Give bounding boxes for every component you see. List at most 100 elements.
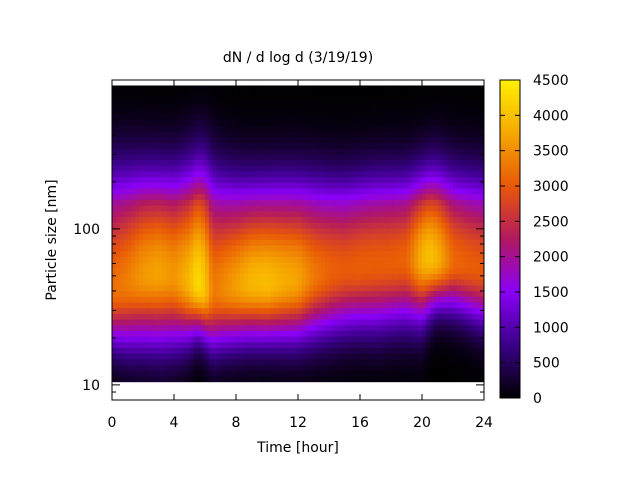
heatmap-cell xyxy=(306,268,310,274)
heatmap-cell xyxy=(162,268,166,274)
heatmap-cell xyxy=(201,279,205,285)
heatmap-cell xyxy=(244,131,248,137)
heatmap-cell xyxy=(143,376,147,382)
heatmap-cell xyxy=(162,97,166,103)
heatmap-cell xyxy=(205,131,209,137)
heatmap-cell xyxy=(434,336,438,342)
heatmap-cell xyxy=(395,262,399,268)
heatmap-cell xyxy=(213,234,217,240)
heatmap-cell xyxy=(228,85,232,91)
heatmap-cell xyxy=(337,376,341,382)
heatmap-cell xyxy=(426,251,430,257)
heatmap-cell xyxy=(310,85,314,91)
heatmap-cell xyxy=(259,228,263,234)
heatmap-cell xyxy=(151,216,155,222)
heatmap-cell xyxy=(345,279,349,285)
heatmap-cell xyxy=(143,154,147,160)
heatmap-cell xyxy=(469,131,473,137)
heatmap-cell xyxy=(403,279,407,285)
heatmap-cell xyxy=(271,273,275,279)
heatmap-cell xyxy=(236,330,240,336)
heatmap-cell xyxy=(159,160,163,166)
heatmap-cell xyxy=(197,85,201,91)
heatmap-cell xyxy=(410,108,414,114)
heatmap-cell xyxy=(472,234,476,240)
heatmap-cell xyxy=(314,177,318,183)
heatmap-cell xyxy=(418,148,422,154)
heatmap-cell xyxy=(128,114,132,120)
heatmap-cell xyxy=(391,290,395,296)
heatmap-cell xyxy=(263,137,267,143)
heatmap-cell xyxy=(321,125,325,131)
heatmap-cell xyxy=(465,296,469,302)
heatmap-cell xyxy=(376,273,380,279)
heatmap-cell xyxy=(190,114,194,120)
heatmap-cell xyxy=(360,313,364,319)
heatmap-cell xyxy=(465,262,469,268)
heatmap-cell xyxy=(364,165,368,171)
heatmap-cell xyxy=(360,205,364,211)
heatmap-cell xyxy=(329,222,333,228)
heatmap-cell xyxy=(259,165,263,171)
heatmap-cell xyxy=(166,171,170,177)
heatmap-cell xyxy=(170,199,174,205)
heatmap-cell xyxy=(139,325,143,331)
heatmap-cell xyxy=(135,91,139,97)
heatmap-cell xyxy=(387,114,391,120)
heatmap-cell xyxy=(151,120,155,126)
heatmap-cell xyxy=(248,216,252,222)
heatmap-cell xyxy=(410,376,414,382)
heatmap-cell xyxy=(325,347,329,353)
heatmap-cell xyxy=(120,285,124,291)
heatmap-cell xyxy=(403,216,407,222)
heatmap-cell xyxy=(279,330,283,336)
heatmap-cell xyxy=(186,142,190,148)
heatmap-cell xyxy=(112,364,116,370)
heatmap-cell xyxy=(348,125,352,131)
heatmap-cell xyxy=(472,251,476,257)
heatmap-cell xyxy=(302,336,306,342)
heatmap-cell xyxy=(348,239,352,245)
heatmap-cell xyxy=(236,97,240,103)
heatmap-cell xyxy=(465,302,469,308)
heatmap-cell xyxy=(418,120,422,126)
heatmap-cell xyxy=(201,216,205,222)
heatmap-cell xyxy=(434,376,438,382)
heatmap-cell xyxy=(372,239,376,245)
heatmap-cell xyxy=(329,370,333,376)
heatmap-cell xyxy=(422,91,426,97)
heatmap-cell xyxy=(162,290,166,296)
heatmap-cell xyxy=(364,245,368,251)
heatmap-cell xyxy=(376,290,380,296)
heatmap-cell xyxy=(348,205,352,211)
heatmap-cell xyxy=(120,234,124,240)
heatmap-cell xyxy=(445,313,449,319)
heatmap-cell xyxy=(221,308,225,314)
heatmap-cell xyxy=(317,279,321,285)
heatmap-cell xyxy=(372,85,376,91)
heatmap-cell xyxy=(298,165,302,171)
heatmap-cell xyxy=(178,336,182,342)
heatmap-cell xyxy=(399,205,403,211)
heatmap-cell xyxy=(279,85,283,91)
heatmap-cell xyxy=(159,188,163,194)
heatmap-cell xyxy=(469,148,473,154)
heatmap-cell xyxy=(182,199,186,205)
heatmap-cell xyxy=(283,330,287,336)
heatmap-cell xyxy=(217,342,221,348)
heatmap-cell xyxy=(170,313,174,319)
heatmap-cell xyxy=(298,336,302,342)
heatmap-cell xyxy=(139,347,143,353)
heatmap-cell xyxy=(441,97,445,103)
heatmap-cell xyxy=(147,171,151,177)
heatmap-cell xyxy=(333,256,337,262)
heatmap-cell xyxy=(356,165,360,171)
heatmap-cell xyxy=(399,290,403,296)
heatmap-cell xyxy=(186,347,190,353)
heatmap-cell xyxy=(461,290,465,296)
heatmap-cell xyxy=(252,108,256,114)
heatmap-cell xyxy=(449,160,453,166)
heatmap-cell xyxy=(422,228,426,234)
heatmap-cell xyxy=(329,347,333,353)
heatmap-cell xyxy=(155,85,159,91)
